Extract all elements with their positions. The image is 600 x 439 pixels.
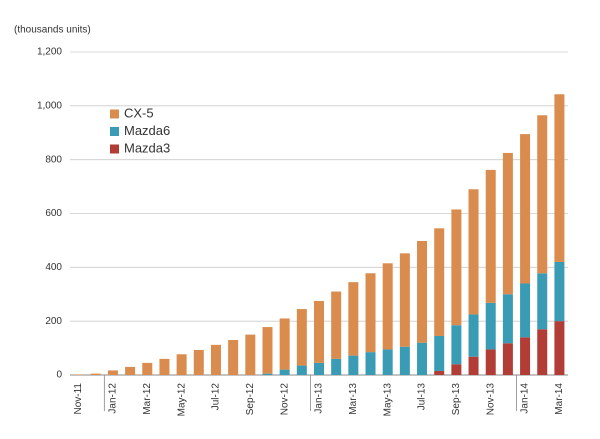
bar-segment [554, 261, 565, 322]
bar-segment [296, 365, 307, 375]
bar-segment [399, 253, 410, 347]
y-tick-label: 1,200 [37, 47, 62, 58]
x-tick-label: Mar-14 [554, 383, 565, 415]
bar-segment [348, 355, 359, 375]
y-axis-label: (thousands units) [14, 25, 91, 36]
y-tick-label: 600 [45, 208, 62, 219]
bar-segment [520, 283, 531, 338]
bar-segment [331, 291, 342, 359]
x-tick-label: Sep-12 [245, 383, 256, 416]
bar-segment [434, 370, 445, 375]
x-tick-label: Jan-13 [314, 383, 325, 414]
bar-segment [159, 358, 170, 375]
x-tick-label: Mar-13 [348, 383, 359, 415]
bar-segment [279, 369, 290, 375]
bar-segment [485, 349, 496, 375]
x-tick-label: Nov-12 [279, 383, 290, 416]
bar-segment [434, 335, 445, 371]
bar-segment [193, 349, 204, 375]
bar-segment [520, 134, 531, 284]
bar-segment [228, 340, 239, 375]
y-tick-label: 0 [56, 370, 62, 381]
bar-segment [176, 354, 187, 375]
bar-segment [434, 228, 445, 336]
bar-segment [90, 373, 101, 375]
x-tick-label: May-13 [382, 383, 393, 417]
bar-segment [502, 343, 513, 375]
bar-segment [417, 342, 428, 375]
bar-segment [331, 358, 342, 375]
bar-segment [382, 349, 393, 375]
y-tick-label: 1,000 [37, 100, 62, 111]
bar-segment [451, 209, 462, 326]
bar-segment [485, 169, 496, 303]
bar-segment [365, 273, 376, 353]
legend-swatch [110, 127, 119, 136]
x-tick-label: Jul-12 [211, 383, 222, 411]
bar-segment [73, 374, 84, 375]
y-tick-label: 400 [45, 262, 62, 273]
bar-segment [262, 373, 273, 375]
bar-segment [399, 346, 410, 375]
x-tick-label: Mar-12 [142, 383, 153, 415]
legend-swatch [110, 144, 119, 154]
bar-segment [451, 325, 462, 365]
x-tick-label: Nov-11 [73, 383, 84, 415]
bar-segment [554, 94, 565, 262]
bar-segment [537, 273, 548, 330]
bar-segment [502, 294, 513, 344]
bar-segment [296, 309, 307, 366]
bar-segment [382, 263, 393, 350]
x-tick-label: May-12 [176, 383, 187, 417]
bar-segment [537, 115, 548, 274]
bar-segment [502, 152, 513, 295]
bar-segment [348, 282, 359, 356]
legend-swatch [110, 109, 119, 119]
bar-segment [468, 314, 479, 357]
bar-segment [468, 189, 479, 315]
bar-segment [554, 321, 565, 375]
bar-segment [107, 370, 118, 375]
bar-segment [365, 352, 376, 375]
bar-segment [314, 300, 324, 363]
bar-segment [468, 356, 479, 375]
legend-label: CX-5 [124, 105, 154, 120]
x-tick-label: Jan-14 [520, 383, 531, 414]
bar-segment [451, 364, 462, 375]
y-tick-label: 800 [45, 154, 62, 165]
bar-segment [520, 337, 531, 375]
bar-segment [210, 344, 221, 375]
x-tick-label: Sep-13 [451, 383, 462, 416]
bar-segment [245, 334, 256, 375]
x-tick-label: Jan-12 [108, 383, 119, 414]
bar-segment [142, 362, 153, 375]
bar-segment [417, 240, 428, 343]
legend-label: Mazda3 [124, 140, 170, 155]
bar-segment [262, 327, 273, 374]
x-tick-label: Jul-13 [417, 383, 428, 411]
x-tick-label: Nov-13 [485, 383, 496, 416]
y-tick-label: 200 [45, 316, 62, 327]
legend-label: Mazda6 [124, 123, 170, 138]
bar-segment [279, 318, 290, 370]
bar-segment [485, 302, 496, 350]
bar-segment [537, 329, 548, 375]
bar-segment [125, 366, 136, 375]
bar-segment [314, 362, 324, 375]
